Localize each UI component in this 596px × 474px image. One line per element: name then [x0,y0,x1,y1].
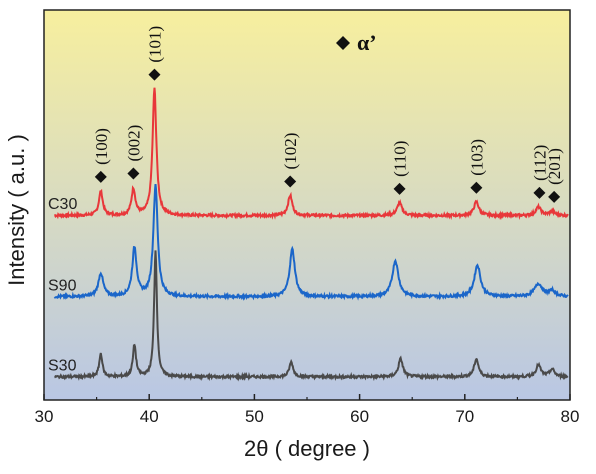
peak-marker-diamond [533,186,546,199]
peak-marker-diamond [148,68,161,81]
x-tick-label: 60 [350,407,369,426]
peak-marker-diamond [393,182,406,195]
x-tick-label: 30 [35,407,54,426]
hkl-label-112: (112) [530,145,549,181]
legend-label: α’ [357,30,377,55]
x-tick-label: 80 [561,407,580,426]
sample-label-c30: C30 [48,196,77,213]
hkl-label-201: (201) [545,148,564,185]
hkl-label-100: (100) [92,128,111,165]
peak-marker-diamond [94,170,107,183]
series-line-s90 [53,183,569,302]
series-line-c30 [54,87,569,221]
hkl-label-103: (103) [467,139,486,176]
y-axis-title: Intensity ( a.u. ) [4,134,29,286]
x-tick-label: 70 [455,407,474,426]
hkl-label-101: (101) [145,26,164,63]
sample-label-s30: S30 [48,358,77,375]
peak-marker-diamond [284,175,297,188]
x-tick-label: 40 [140,407,159,426]
hkl-label-102: (102) [281,133,300,170]
peak-marker-diamond [127,167,140,180]
series-line-s30 [54,250,569,382]
sample-label-s90: S90 [48,277,77,294]
peak-marker-diamond [470,181,483,194]
peak-marker-diamond [548,190,561,203]
x-tick-label: 50 [245,407,264,426]
legend-diamond-marker [336,36,350,50]
hkl-label-002: (002) [124,125,143,162]
legend: α’ [336,30,377,55]
plot-background [44,10,570,400]
hkl-label-110: (110) [391,141,410,177]
x-axis-title: 2θ ( degree ) [244,436,370,461]
